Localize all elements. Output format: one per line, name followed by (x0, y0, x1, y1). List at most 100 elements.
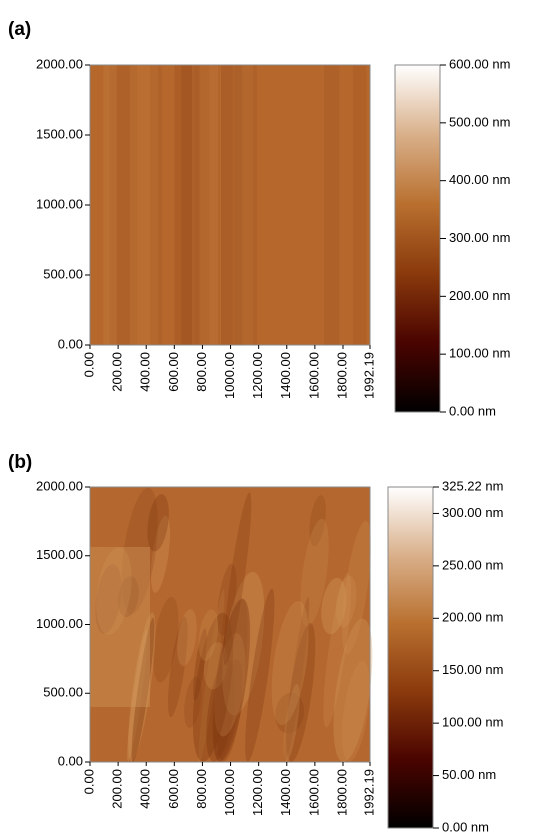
texture (198, 609, 219, 661)
texture (353, 65, 367, 345)
texture (174, 65, 199, 345)
texture (193, 628, 207, 701)
x-tick-label: 1200.00 (250, 352, 265, 399)
texture (341, 660, 370, 762)
texture (335, 575, 357, 628)
colorbar-tick-label: 300.00 nm (442, 505, 503, 520)
texture (321, 577, 347, 635)
texture (184, 676, 202, 728)
texture (300, 518, 329, 627)
texture (271, 600, 309, 726)
colorbar-tick-label: 600.00 nm (449, 56, 510, 71)
surface (90, 65, 370, 345)
texture (181, 65, 201, 345)
colorbar-tick-label: 100.00 nm (442, 715, 503, 730)
x-tick-label: 600.00 (166, 769, 181, 809)
y-tick-label: 2000.00 (36, 478, 83, 493)
texture (90, 547, 150, 707)
colorbar-tick-label: 100.00 nm (449, 346, 510, 361)
texture (214, 633, 246, 737)
colorbar-tick-label: 50.00 nm (442, 767, 496, 782)
y-tick-label: 0.00 (58, 753, 83, 768)
y-tick-label: 500.00 (43, 266, 83, 281)
texture (217, 659, 243, 762)
texture (286, 622, 316, 762)
x-tick-label: 1000.00 (222, 352, 237, 399)
colorbar-tick-label: 150.00 nm (442, 662, 503, 677)
texture (96, 547, 132, 635)
colorbar-tick-label: 200.00 nm (449, 288, 510, 303)
x-tick-label: 800.00 (194, 769, 209, 809)
panel-label: (b) (8, 452, 32, 473)
x-tick-label: 1400.00 (278, 352, 293, 399)
texture (222, 571, 265, 716)
x-tick-label: 1800.00 (334, 352, 349, 399)
texture (109, 65, 138, 345)
texture (309, 495, 326, 547)
texture (203, 642, 228, 690)
x-tick-label: 0.00 (81, 352, 96, 377)
texture (129, 65, 158, 345)
x-tick-label: 1200.00 (250, 769, 265, 816)
x-tick-label: 200.00 (110, 769, 125, 809)
x-tick-label: 1992.19 (361, 352, 376, 399)
texture (149, 65, 163, 345)
panel-label: (a) (8, 19, 31, 40)
texture (121, 487, 158, 614)
texture (128, 612, 156, 762)
x-tick-label: 1992.19 (361, 769, 376, 816)
texture (223, 492, 252, 666)
texture (232, 65, 254, 345)
surface (90, 487, 370, 762)
colorbar-tick-label: 0.00 nm (449, 403, 496, 418)
y-tick-label: 0.00 (58, 336, 83, 351)
colorbar-tick-label: 400.00 nm (449, 172, 510, 187)
texture (177, 609, 197, 667)
colorbar-tick-label: 500.00 nm (449, 114, 510, 129)
y-tick-label: 2000.00 (36, 56, 83, 71)
x-tick-label: 400.00 (138, 352, 153, 392)
texture (217, 563, 237, 636)
texture (118, 576, 139, 618)
texture (275, 692, 305, 734)
texture (192, 612, 234, 762)
x-tick-label: 1400.00 (278, 769, 293, 816)
texture (103, 65, 117, 345)
texture (245, 588, 275, 762)
y-tick-label: 500.00 (43, 685, 83, 700)
x-tick-label: 1000.00 (222, 769, 237, 816)
x-tick-label: 800.00 (194, 352, 209, 392)
texture (284, 596, 310, 762)
colorbar (394, 64, 441, 413)
colorbar (387, 486, 434, 829)
colorbar-tick-label: 0.00 nm (442, 819, 489, 834)
texture (131, 617, 155, 762)
texture (206, 659, 236, 762)
y-tick-label: 1500.00 (36, 547, 83, 562)
texture (209, 65, 221, 345)
texture (153, 597, 179, 683)
texture (234, 65, 257, 345)
colorbar-tick-label: 300.00 nm (449, 230, 510, 245)
x-tick-label: 600.00 (166, 352, 181, 392)
texture (323, 572, 351, 728)
y-tick-label: 1000.00 (36, 196, 83, 211)
texture (221, 65, 243, 345)
texture (95, 564, 122, 634)
x-tick-label: 1600.00 (306, 352, 321, 399)
texture (198, 589, 225, 762)
y-tick-label: 1500.00 (36, 126, 83, 141)
x-tick-label: 400.00 (138, 769, 153, 809)
texture (324, 65, 340, 345)
texture (194, 65, 221, 345)
texture (192, 65, 219, 345)
colorbar-tick-label: 200.00 nm (442, 610, 503, 625)
x-tick-label: 200.00 (110, 352, 125, 392)
colorbar-tick-label: 325.22 nm (442, 478, 503, 493)
texture (168, 616, 188, 718)
texture (212, 598, 251, 762)
x-tick-label: 1800.00 (334, 769, 349, 816)
colorbar-tick-label: 250.00 nm (442, 557, 503, 572)
texture (342, 520, 371, 655)
